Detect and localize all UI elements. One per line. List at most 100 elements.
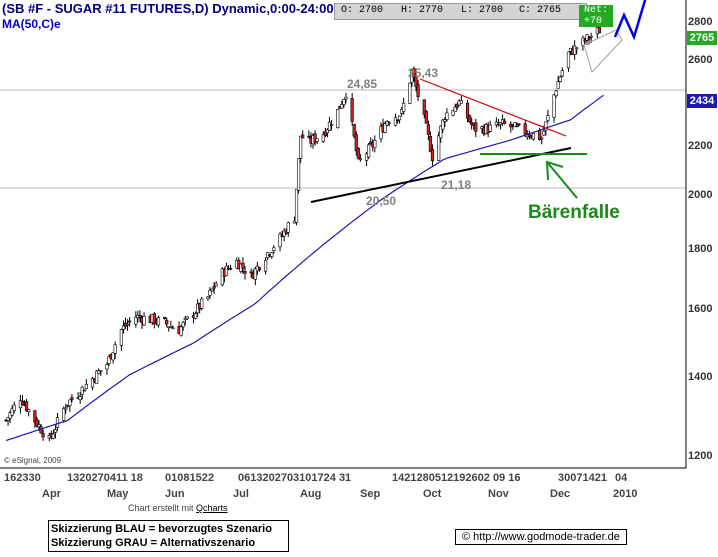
candle-body-47 — [138, 315, 142, 318]
candle-body-206 — [597, 27, 601, 34]
grid — [0, 89, 686, 189]
candle-body-123 — [356, 148, 360, 159]
candle-body-44 — [128, 320, 132, 323]
candle-body-156 — [453, 106, 457, 112]
candle-body-110 — [321, 134, 325, 142]
candle-body-113 — [327, 121, 332, 131]
y-tick-2600: 2600 — [688, 54, 713, 67]
resistance-trendline — [419, 78, 567, 137]
candle-body-169 — [488, 124, 492, 132]
candle-body-119 — [344, 96, 348, 100]
candle-body-126 — [367, 144, 371, 158]
annotation-high-24-85: 24,85 — [347, 77, 378, 91]
y-tick-2800: 2800 — [688, 16, 713, 29]
candle-body-94 — [272, 247, 276, 251]
ohlc-open: O: 2700 — [341, 5, 384, 16]
y-tick-1200: 1200 — [688, 450, 713, 463]
candle-body-54 — [156, 317, 161, 326]
candle-body-148 — [428, 136, 433, 152]
candle-body-61 — [179, 326, 183, 336]
ma-line — [5, 94, 604, 442]
candle-body-145 — [422, 99, 426, 115]
ohlc-close: C: 2765 — [519, 5, 562, 16]
candle-body-191 — [554, 90, 558, 96]
blue-scenario-path — [613, 0, 647, 41]
candle-body-139 — [402, 102, 406, 112]
candle-body-170 — [494, 121, 498, 126]
candle-body-58 — [169, 326, 173, 328]
candle-body-153 — [443, 119, 447, 122]
x-month-jun: Jun — [165, 488, 185, 500]
candle-body-17 — [51, 433, 55, 439]
y-tick-1600: 1600 — [688, 303, 713, 316]
ma-label: MA(50,C)e — [2, 17, 61, 31]
annotation-high-25-43: 25,43 — [408, 66, 439, 80]
candle-body-33 — [97, 370, 101, 374]
candle-body-64 — [185, 316, 189, 320]
candle-body-190 — [552, 94, 556, 118]
candle-body-56 — [165, 319, 169, 325]
legend-blue-scenario: Skizzierung BLAU = bevorzugtes Szenario — [51, 523, 272, 535]
candle-body-120 — [350, 98, 354, 122]
x-dates-mar: 162330 — [4, 472, 41, 484]
x-dates-sep-nov: 1421280512192602 09 16 — [392, 472, 521, 484]
source-credit[interactable]: © http://www.godmode-trader.de — [455, 529, 627, 545]
candle-body-45 — [134, 316, 138, 325]
candle-body-19 — [55, 417, 60, 428]
ohlc-box: O: 2700 H: 2770 L: 2700 C: 2765 Net: +70 — [334, 3, 614, 27]
candle-body-103 — [299, 135, 303, 159]
x-month-aug: Aug — [300, 488, 322, 500]
last-price-tag: 2765 — [687, 31, 717, 45]
candle-body-73 — [212, 286, 216, 289]
x-month-apr: Apr — [42, 488, 61, 500]
candle-body-109 — [315, 138, 319, 142]
candle-body-188 — [544, 121, 548, 131]
candle-body-129 — [373, 140, 377, 148]
candle-body-195 — [566, 51, 571, 69]
esignal-copyright: © eSignal, 2009 — [4, 456, 62, 465]
candle-body-161 — [467, 115, 472, 123]
candle-body-99 — [286, 222, 290, 233]
candle-body-199 — [575, 47, 579, 50]
y-tick-2200: 2200 — [688, 139, 713, 152]
ma-price-tag: 2434 — [687, 94, 717, 108]
candle-body-189 — [546, 115, 550, 121]
candle-body-95 — [278, 233, 282, 248]
candle-body-140 — [408, 82, 412, 104]
candle-body-134 — [387, 122, 391, 125]
chart-title: (SB #F - SUGAR #11 FUTURES,D) Dynamic,0:… — [2, 1, 334, 16]
chart-created-label: Chart erstellt mit — [128, 503, 194, 513]
candle-body-32 — [95, 370, 99, 384]
candle-body-49 — [142, 316, 146, 326]
candle-body-20 — [62, 408, 66, 421]
x-month-may: May — [107, 488, 129, 500]
bear-trap-arrow-head — [545, 160, 564, 181]
candle-body-93 — [270, 252, 274, 257]
candle-body-152 — [441, 119, 445, 130]
candle-body-159 — [459, 100, 463, 104]
candle-body-122 — [354, 134, 358, 152]
candle-body-30 — [90, 378, 95, 388]
candle-body-26 — [78, 396, 82, 400]
candle-body-144 — [416, 84, 420, 98]
candle-body-155 — [451, 109, 455, 116]
x-dates-jan: 04 — [615, 472, 628, 484]
annotation-low-21-18: 21,18 — [441, 178, 472, 192]
candle-body-10 — [33, 410, 37, 423]
candle-body-36 — [107, 356, 111, 365]
qcharts-link[interactable]: Qcharts — [196, 503, 228, 513]
candle-body-114 — [329, 124, 334, 126]
x-month-nov: Nov — [488, 488, 509, 500]
candle-body-118 — [342, 99, 346, 105]
candle-body-198 — [573, 45, 577, 55]
chart-created-note: Chart erstellt mit Qcharts — [128, 503, 228, 513]
candle-body-12 — [37, 424, 41, 428]
candle-body-104 — [301, 134, 305, 139]
candle-body-194 — [560, 70, 564, 77]
candle-body-14 — [41, 433, 45, 438]
candle-body-200 — [581, 37, 585, 47]
candle-body-135 — [393, 117, 398, 126]
candles — [4, 21, 601, 442]
candle-body-43 — [125, 323, 130, 326]
ohlc-high: H: 2770 — [401, 5, 444, 16]
